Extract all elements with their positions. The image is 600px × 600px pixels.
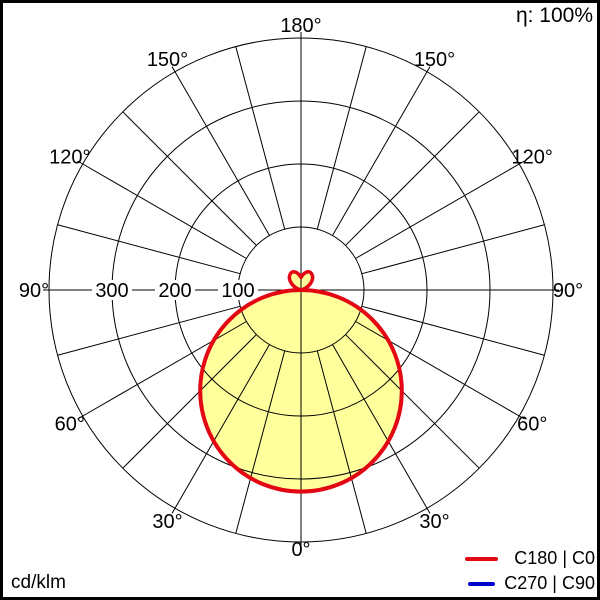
unit-label: cd/klm [11,572,66,593]
grid-spoke [122,111,257,246]
grid-tick [426,507,431,514]
grid-spoke [361,224,545,275]
grid-spoke [345,334,480,469]
grid-spoke [332,71,428,236]
grid-spoke [57,224,241,275]
radial-tick-label: 200 [158,280,191,302]
grid-spoke [361,305,545,356]
angle-label: 0° [291,539,310,561]
grid-spoke [174,71,270,236]
grid-tick [518,160,525,165]
grid-spoke [355,163,520,259]
angle-label: 90° [19,280,49,302]
legend-line-blue-icon [468,581,496,586]
grid-spoke [355,321,520,417]
angle-label: 120° [512,147,553,169]
legend-label: C270 | C90 [504,573,595,593]
angle-label: 60° [517,414,547,436]
grid-spoke [332,344,428,509]
angle-label: 150° [147,49,188,71]
legend-line-red-icon [465,556,499,561]
legend-label: C180 | C0 [514,548,595,568]
grid-tick [518,415,525,420]
angle-label: 120° [49,147,90,169]
grid-spoke [82,321,247,417]
angle-label: 150° [414,49,455,71]
grid-tick [171,66,176,73]
grid-tick [77,415,84,420]
angle-label: 90° [553,280,583,302]
radial-label-bg [155,280,195,300]
grid-spoke [174,344,270,509]
grid-spoke [235,46,286,230]
radial-label-bg [92,280,132,300]
grid-spoke [316,46,367,230]
grid-spoke [235,350,286,534]
grid-spoke [82,163,247,259]
radial-label-bg [218,280,258,300]
efficiency-label: η: 100% [515,4,593,27]
radial-tick-label: 100 [221,280,254,302]
angle-label: 60° [55,414,85,436]
grid-spoke [122,334,257,469]
grid-tick [426,66,431,73]
grid-tick [77,160,84,165]
legend-item-c180-c0: C180 | C0 [465,546,595,571]
legend: C180 | C0 C270 | C90 [465,546,595,596]
grid-tick [171,507,176,514]
upward-lobe [287,270,315,292]
angle-label: 30° [152,511,182,533]
angle-label: 180° [280,15,321,37]
grid-spoke [316,350,367,534]
legend-item-c270-c90: C270 | C90 [468,571,595,596]
grid-spoke [345,111,480,246]
radial-tick-label: 300 [95,280,128,302]
grid-spoke [57,305,241,356]
angle-label: 30° [419,511,449,533]
